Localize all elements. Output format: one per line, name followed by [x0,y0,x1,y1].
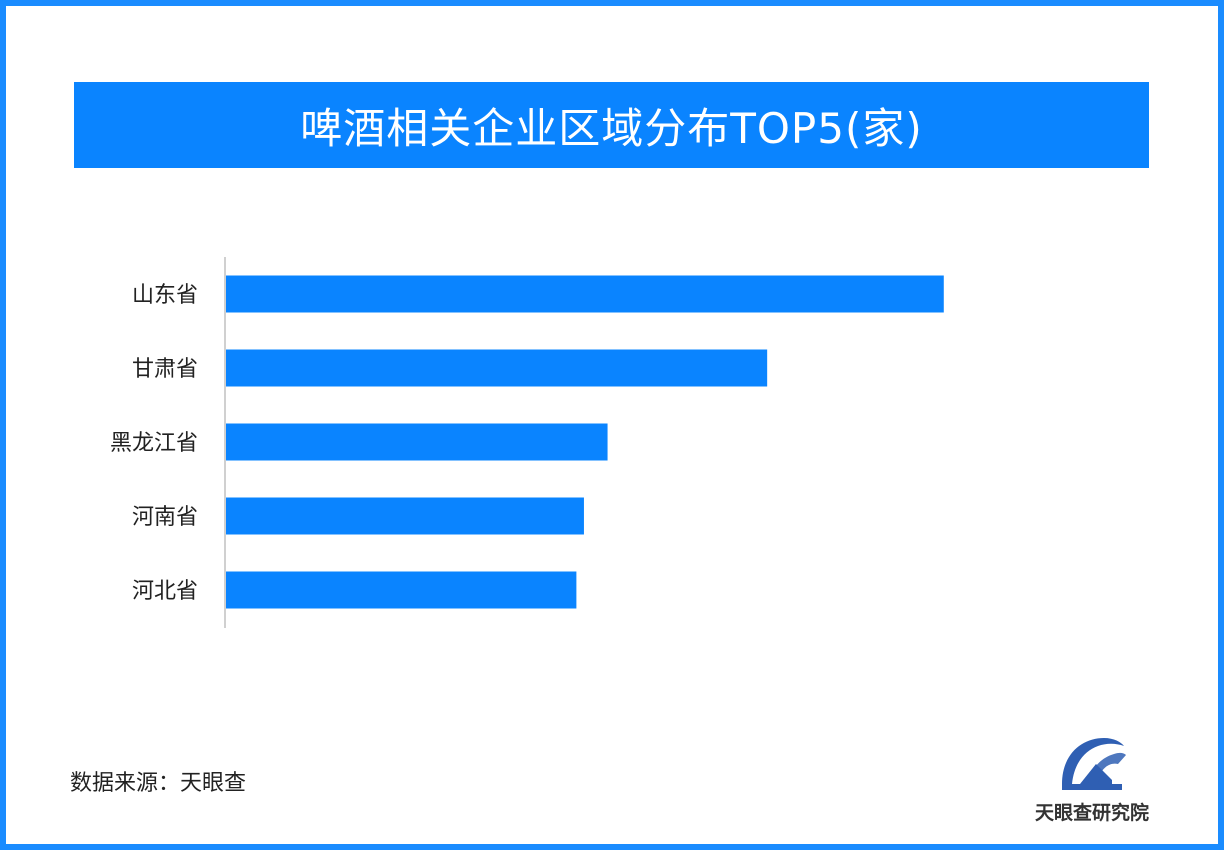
bar-1 [226,275,944,313]
bar-2 [226,349,768,387]
category-label-4: 河南省 [132,505,198,530]
category-label-5: 河北省 [132,579,198,604]
title-banner: 啤酒相关企业区域分布TOP5(家) [74,82,1149,168]
brand: 天眼查研究院 [1022,734,1162,830]
brand-name: 天眼查研究院 [1034,802,1149,824]
bar-5 [226,571,577,609]
category-label-3: 黑龙江省 [110,431,198,456]
tianyancha-logo-icon [1062,738,1126,790]
chart-title: 啤酒相关企业区域分布TOP5(家) [300,103,923,153]
bar-3 [226,423,608,461]
category-label-1: 山东省 [132,283,198,308]
data-source-label: 数据来源：天眼查 [70,771,247,796]
bar-4 [226,497,584,535]
category-label-2: 甘肃省 [132,357,198,382]
